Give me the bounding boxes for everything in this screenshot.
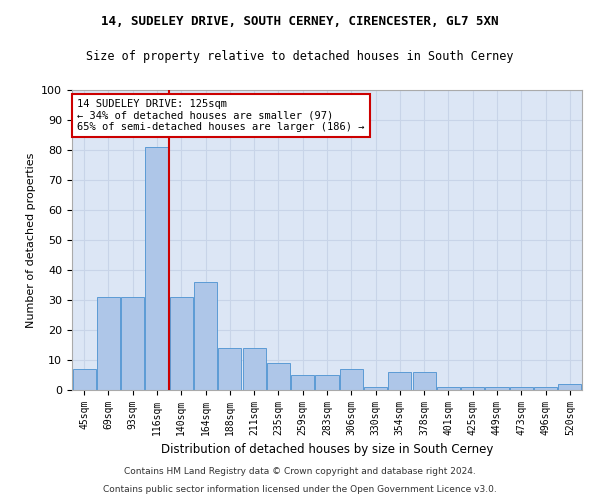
- Bar: [291, 375, 314, 390]
- Text: 14 SUDELEY DRIVE: 125sqm
← 34% of detached houses are smaller (97)
65% of semi-d: 14 SUDELEY DRIVE: 125sqm ← 34% of detach…: [77, 99, 365, 132]
- X-axis label: Distribution of detached houses by size in South Cerney: Distribution of detached houses by size …: [161, 444, 493, 456]
- Bar: [316, 375, 338, 390]
- Bar: [73, 369, 95, 390]
- Text: Size of property relative to detached houses in South Cerney: Size of property relative to detached ho…: [86, 50, 514, 63]
- Bar: [218, 348, 241, 390]
- Bar: [97, 297, 120, 390]
- Bar: [194, 282, 217, 390]
- Bar: [242, 348, 266, 390]
- Bar: [413, 372, 436, 390]
- Text: Contains HM Land Registry data © Crown copyright and database right 2024.: Contains HM Land Registry data © Crown c…: [124, 468, 476, 476]
- Bar: [437, 387, 460, 390]
- Y-axis label: Number of detached properties: Number of detached properties: [26, 152, 36, 328]
- Bar: [267, 363, 290, 390]
- Bar: [388, 372, 412, 390]
- Bar: [559, 384, 581, 390]
- Bar: [145, 147, 169, 390]
- Bar: [461, 387, 484, 390]
- Bar: [485, 387, 509, 390]
- Bar: [340, 369, 363, 390]
- Bar: [170, 297, 193, 390]
- Text: 14, SUDELEY DRIVE, SOUTH CERNEY, CIRENCESTER, GL7 5XN: 14, SUDELEY DRIVE, SOUTH CERNEY, CIRENCE…: [101, 15, 499, 28]
- Bar: [534, 387, 557, 390]
- Bar: [510, 387, 533, 390]
- Text: Contains public sector information licensed under the Open Government Licence v3: Contains public sector information licen…: [103, 485, 497, 494]
- Bar: [121, 297, 144, 390]
- Bar: [364, 387, 387, 390]
